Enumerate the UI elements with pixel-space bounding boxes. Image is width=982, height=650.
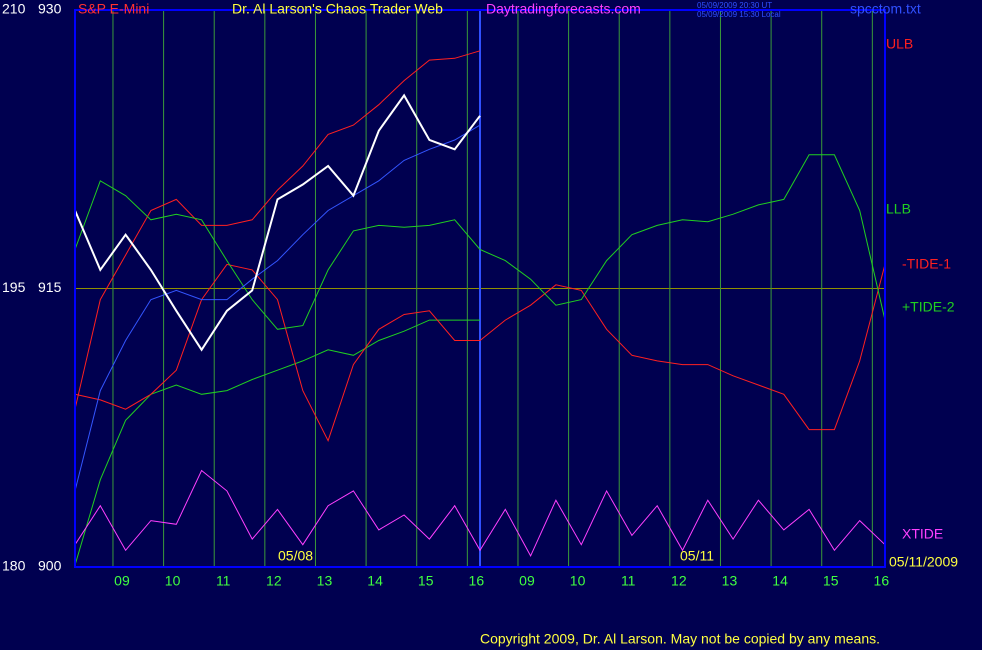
y2-tick-label: 915 [38,279,62,295]
y-tick-label: 180 [2,558,26,574]
x-tick-label: 11 [216,573,231,589]
x-tick-label: 09 [114,573,130,589]
series-line [74,124,481,492]
y2-tick-label: 900 [38,558,62,574]
y-tick-label: 195 [2,279,26,295]
series-line [74,263,886,442]
site: Daytradingforecasts.com [486,1,641,17]
x-tick-label: 10 [570,573,586,589]
x-tick-label: 16 [469,573,485,589]
x-tick-label: 09 [519,573,535,589]
x-tick-label: 16 [874,573,890,589]
series-line [74,50,481,410]
x-tick-label: 12 [671,573,687,589]
x-tick-label: 15 [823,573,839,589]
date-label: 05/11/2009 [889,554,958,570]
grid [75,9,885,568]
legend-label: XTIDE [902,526,943,542]
x-tick-label: 14 [367,573,383,589]
legend-label: LLB [886,201,911,217]
series-line [74,93,481,352]
instrument: S&P E-Mini [78,1,149,17]
date-label: 05/08 [278,548,313,564]
legend-label: +TIDE-2 [902,299,955,315]
series-line [74,154,886,330]
timestamp: 05/09/2009 20:30 UT [697,1,772,10]
x-tick-label: 11 [621,573,636,589]
x-tick-label: 10 [165,573,181,589]
plot-border [74,9,886,568]
series-line [74,469,886,558]
x-tick-label: 13 [317,573,333,589]
timestamp: 05/09/2009 15:30 Local [697,10,781,19]
series-line [74,319,480,566]
series-group [74,50,886,566]
x-tick-label: 14 [772,573,788,589]
date-label: 05/11 [680,548,714,564]
chart-title: Dr. Al Larson's Chaos Trader Web [232,1,443,17]
y2-tick-label: 930 [38,1,62,17]
x-tick-label: 15 [418,573,434,589]
legend-label: ULB [886,36,913,52]
x-tick-label: 12 [266,573,282,589]
x-tick-label: 13 [722,573,738,589]
y-tick-label: 210 [2,1,26,17]
legend-label: -TIDE-1 [902,256,951,272]
file-name: spcctom.txt [850,1,921,17]
copyright: Copyright 2009, Dr. Al Larson. May not b… [480,631,880,647]
